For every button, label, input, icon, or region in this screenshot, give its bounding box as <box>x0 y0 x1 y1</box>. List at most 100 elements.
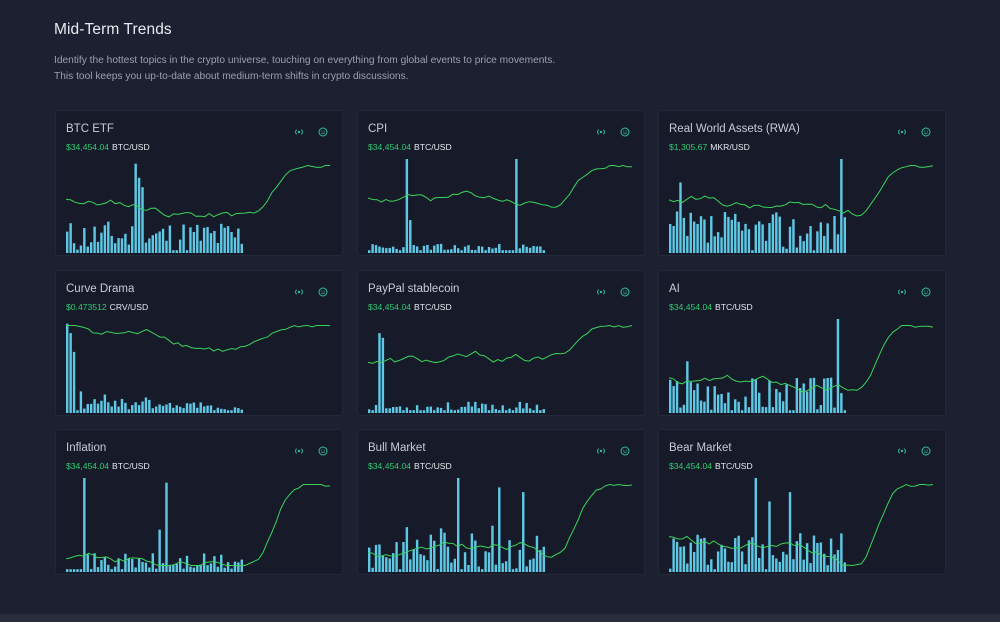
volume-bar <box>501 563 504 572</box>
volume-bar <box>199 240 202 253</box>
smiley-face-icon[interactable] <box>620 443 630 456</box>
trend-card-paypal-stablecoin[interactable]: PayPal stablecoin $34,454.04 BTC/USD <box>357 270 645 416</box>
volume-bar <box>706 386 710 413</box>
volume-bar <box>100 232 103 253</box>
volume-bar <box>110 569 113 572</box>
volume-bar <box>223 409 226 413</box>
trend-card-cpi[interactable]: CPI $34,454.04 BTC/USD <box>357 110 645 256</box>
volume-bar <box>682 546 686 572</box>
smiley-face-icon[interactable] <box>921 124 931 137</box>
volume-bar <box>192 567 196 572</box>
volume-bar <box>120 398 124 413</box>
volume-bar <box>713 386 716 413</box>
volume-bar <box>412 245 415 253</box>
volume-bar <box>699 216 703 253</box>
volume-bar <box>781 246 785 253</box>
smiley-face-icon[interactable] <box>318 284 328 297</box>
volume-bar <box>388 408 391 413</box>
volume-bar <box>826 378 829 413</box>
trends-grid: BTC ETF $34,454.04 BTC/USD CPI $34,454.04… <box>55 110 949 576</box>
volume-bar <box>209 405 213 413</box>
price-pair: MKR/USD <box>710 142 750 152</box>
volume-bar <box>161 563 165 572</box>
volume-bar <box>189 566 192 572</box>
volume-bar <box>809 378 812 413</box>
volume-bar <box>508 540 511 572</box>
trend-card-inflation[interactable]: Inflation $34,454.04 BTC/USD <box>55 429 343 575</box>
price-value: $34,454.04 <box>368 461 412 471</box>
smiley-face-icon[interactable] <box>921 284 931 297</box>
smiley-face-icon[interactable] <box>318 124 328 137</box>
radio-broadcast-icon[interactable] <box>294 124 304 135</box>
smiley-face-icon[interactable] <box>318 443 328 456</box>
radio-broadcast-icon[interactable] <box>897 443 907 454</box>
smiley-face-icon[interactable] <box>620 124 630 137</box>
volume-bar <box>487 246 491 253</box>
volume-bar <box>747 407 751 413</box>
trend-card-bull-market[interactable]: Bull Market $34,454.04 BTC/USD <box>357 429 645 575</box>
card-title: CPI <box>368 123 388 135</box>
volume-bar <box>86 554 89 572</box>
trend-card-ai[interactable]: AI $34,454.04 BTC/USD <box>658 270 946 416</box>
radio-broadcast-icon[interactable] <box>596 124 606 135</box>
smiley-face-icon[interactable] <box>620 284 630 297</box>
volume-bar <box>508 250 511 253</box>
volume-bar <box>771 555 775 572</box>
volume-bar <box>395 406 398 413</box>
volume-bar <box>463 406 467 413</box>
trend-chart <box>669 153 939 253</box>
radio-broadcast-icon[interactable] <box>897 124 907 135</box>
mention-volume-chart <box>669 319 934 413</box>
volume-bar <box>504 561 508 572</box>
volume-bar <box>474 401 477 413</box>
radio-broadcast-icon[interactable] <box>596 284 606 295</box>
volume-bar <box>768 501 771 572</box>
mention-volume-chart <box>66 323 331 413</box>
volume-bar <box>381 247 385 253</box>
volume-bar <box>480 403 484 413</box>
smiley-face-icon[interactable] <box>921 443 931 456</box>
volume-bar <box>223 567 226 572</box>
volume-bar <box>226 226 230 253</box>
card-price: $34,454.04 BTC/USD <box>669 302 753 312</box>
volume-bar <box>185 250 189 253</box>
volume-bar <box>66 569 69 572</box>
volume-bar <box>100 560 103 572</box>
price-pair: BTC/USD <box>414 461 452 471</box>
volume-bar <box>484 250 487 253</box>
volume-bar <box>706 242 710 253</box>
volume-bar <box>470 406 474 413</box>
price-value: $0.473512 <box>66 302 107 312</box>
volume-bar <box>525 566 528 572</box>
volume-bar <box>439 407 443 413</box>
volume-bar <box>172 564 175 572</box>
volume-bar <box>192 402 196 413</box>
volume-bar <box>402 542 405 572</box>
trend-card-btc-etf[interactable]: BTC ETF $34,454.04 BTC/USD <box>55 110 343 256</box>
radio-broadcast-icon[interactable] <box>294 443 304 454</box>
volume-bar <box>723 212 727 253</box>
radio-broadcast-icon[interactable] <box>294 284 304 295</box>
volume-bar <box>141 187 144 253</box>
volume-bar <box>843 410 846 413</box>
volume-bar <box>522 244 525 253</box>
volume-bar <box>107 564 110 572</box>
trend-card-rwa[interactable]: Real World Assets (RWA) $1,305.67 MKR/USD <box>658 110 946 256</box>
volume-bar <box>433 410 436 413</box>
volume-bar <box>178 239 182 253</box>
volume-bar <box>89 403 93 413</box>
trend-card-curve-drama[interactable]: Curve Drama $0.473512 CRV/USD <box>55 270 343 416</box>
volume-bar <box>233 407 237 413</box>
volume-bar <box>532 558 535 572</box>
volume-bar <box>747 229 751 253</box>
volume-bar <box>487 552 491 572</box>
radio-broadcast-icon[interactable] <box>897 284 907 295</box>
volume-bar <box>764 407 768 413</box>
volume-bar <box>737 535 740 572</box>
card-price: $34,454.04 BTC/USD <box>368 461 452 471</box>
volume-bar <box>669 568 672 572</box>
price-pair: BTC/USD <box>112 142 150 152</box>
trend-card-bear-market[interactable]: Bear Market $34,454.04 BTC/USD <box>658 429 946 575</box>
volume-bar <box>230 410 233 413</box>
radio-broadcast-icon[interactable] <box>596 443 606 454</box>
